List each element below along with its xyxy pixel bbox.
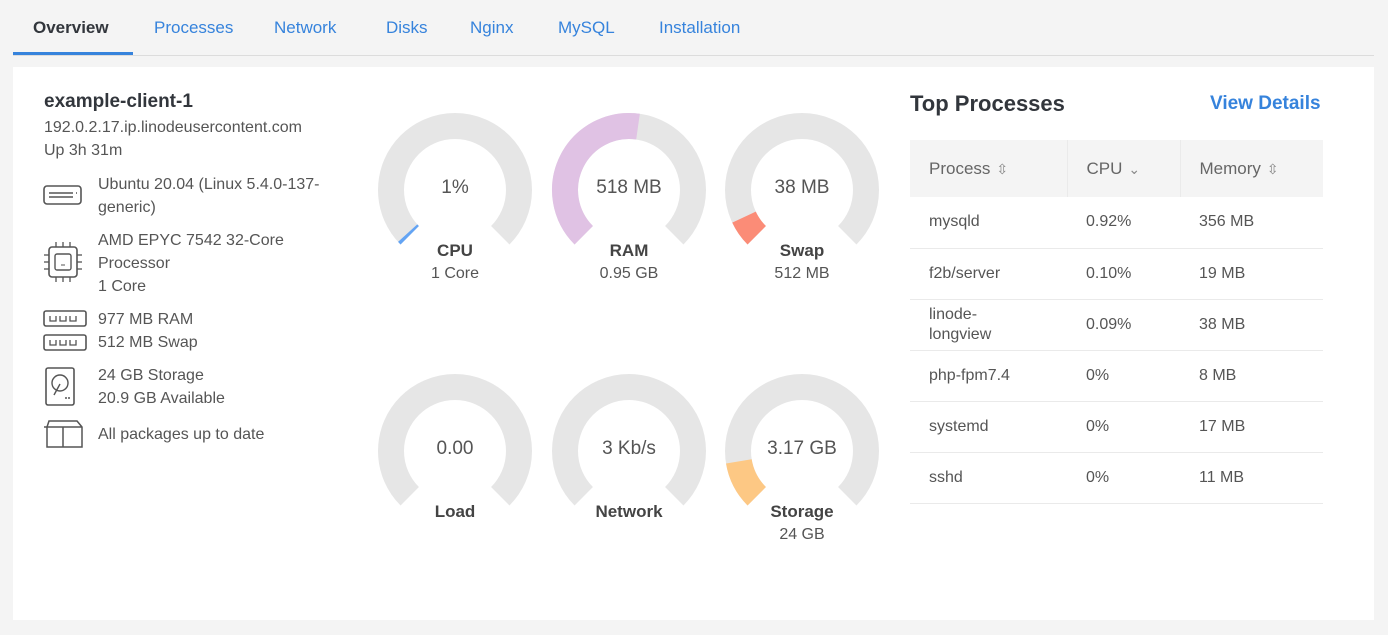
host-uptime: Up 3h 31m (44, 142, 123, 159)
server-icon (43, 185, 82, 205)
network-gauge-label: Network (595, 502, 663, 521)
header-label: Memory (1199, 158, 1261, 178)
process-cpu: 0% (1067, 401, 1180, 453)
process-cpu: 0% (1067, 452, 1180, 504)
tab-processes[interactable]: Processes (154, 18, 234, 37)
storage-info: 24 GB Storage 20.9 GB Available (98, 364, 225, 410)
storage-gauge-sub: 24 GB (779, 526, 825, 543)
cpu-icon (44, 242, 82, 282)
cpu-info: AMD EPYC 7542 32-Core Processor 1 Core (98, 229, 284, 298)
process-memory: 17 MB (1180, 401, 1323, 453)
cpu-gauge-sub: 1 Core (430, 265, 480, 282)
overview-panel: example-client-1 192.0.2.17.ip.linodeuse… (13, 67, 1374, 620)
cpu-line: 1 Core (98, 278, 147, 295)
tab-installation[interactable]: Installation (659, 18, 741, 37)
ram-gauge-value: 518 MB (596, 177, 662, 198)
ram-gauge-sub: 0.95 GB (599, 265, 659, 282)
os-info: Ubuntu 20.04 (Linux 5.4.0-137- generic) (98, 173, 319, 219)
sort-icon: ⇳ (1266, 160, 1279, 177)
gauge-fill (398, 224, 419, 245)
gauge-fill (726, 458, 767, 506)
gauge-track (725, 374, 879, 506)
table-row: sshd 0% 11 MB (910, 452, 1323, 504)
process-memory: 8 MB (1180, 350, 1323, 402)
process-name: sshd (910, 452, 1067, 504)
gauge-track (725, 113, 879, 245)
storage-gauge-value: 3.17 GB (767, 438, 837, 459)
tab-bar: Overview Processes Network Disks Nginx M… (13, 0, 1374, 56)
column-header-memory[interactable]: Memory ⇳ (1180, 140, 1323, 197)
process-name: php-fpm7.4 (910, 350, 1067, 402)
cpu-line: AMD EPYC 7542 32-Core (98, 232, 284, 249)
top-processes-table: Process ⇳ CPU ⌄ Memory ⇳ mysqld 0.92% 356 MB f… (910, 140, 1323, 504)
process-memory: 356 MB (1180, 197, 1323, 249)
cpu-line: Processor (98, 255, 171, 272)
package-icon (44, 420, 83, 448)
os-line: Ubuntu 20.04 (Linux 5.4.0-137- (98, 176, 320, 193)
storage-gauge (725, 374, 879, 506)
swap-info: 512 MB Swap (98, 334, 198, 351)
gauge-fill (732, 211, 767, 245)
swap-gauge-label: Swap (779, 241, 825, 260)
load-gauge-value: 0.00 (436, 438, 474, 459)
storage-icon (45, 367, 75, 406)
load-gauge (378, 374, 532, 506)
storage-line: 20.9 GB Available (98, 390, 225, 407)
table-row: php-fpm7.4 0% 8 MB (910, 350, 1323, 402)
storage-gauge-label: Storage (770, 502, 834, 521)
process-memory: 38 MB (1180, 299, 1323, 351)
process-name: f2b/server (910, 248, 1067, 300)
table-row: linode-longview 0.09% 38 MB (910, 299, 1323, 351)
os-line: generic) (98, 199, 156, 216)
host-name: example-client-1 (44, 91, 193, 112)
tab-nginx[interactable]: Nginx (470, 18, 514, 37)
column-header-cpu[interactable]: CPU ⌄ (1067, 140, 1181, 197)
host-address: 192.0.2.17.ip.linodeusercontent.com (44, 119, 302, 136)
gauge-track (552, 374, 706, 506)
ram-info: 977 MB RAM (98, 311, 194, 328)
sort-descending-icon: ⌄ (1128, 160, 1141, 177)
process-memory: 11 MB (1180, 452, 1323, 504)
network-gauge (552, 374, 706, 506)
sort-icon: ⇳ (996, 160, 1009, 177)
swap-gauge-value: 38 MB (774, 177, 830, 198)
header-label: Process (929, 158, 991, 178)
gauge-fill (552, 113, 640, 245)
tab-mysql[interactable]: MySQL (558, 18, 615, 37)
tab-overview[interactable]: Overview (33, 18, 109, 37)
storage-line: 24 GB Storage (98, 367, 204, 384)
gauge-track (378, 113, 532, 245)
load-gauge-label: Load (434, 502, 476, 521)
cpu-gauge-value: 1% (441, 177, 469, 198)
process-cpu: 0% (1067, 350, 1180, 402)
tab-disks[interactable]: Disks (386, 18, 428, 37)
swap-icon (43, 334, 87, 351)
ram-gauge-label: RAM (609, 241, 649, 260)
process-name: linode-longview (910, 299, 1067, 351)
cpu-gauge-label: CPU (437, 241, 473, 260)
process-name: mysqld (910, 197, 1067, 249)
process-name: systemd (910, 401, 1067, 453)
network-gauge-value: 3 Kb/s (602, 438, 656, 459)
packages-info: All packages up to date (98, 426, 265, 443)
gauge-track (378, 374, 532, 506)
ram-gauge (552, 113, 706, 245)
process-cpu: 0.10% (1067, 248, 1180, 300)
tab-network[interactable]: Network (274, 18, 337, 37)
swap-gauge (725, 113, 879, 245)
header-label: CPU (1086, 158, 1123, 178)
top-processes-title: Top Processes (910, 91, 1065, 116)
swap-gauge-sub: 512 MB (774, 265, 830, 282)
table-row: systemd 0% 17 MB (910, 401, 1323, 453)
column-header-process[interactable]: Process ⇳ (910, 140, 1068, 197)
process-memory: 19 MB (1180, 248, 1323, 300)
process-cpu: 0.92% (1067, 197, 1180, 249)
process-cpu: 0.09% (1067, 299, 1180, 351)
cpu-gauge (378, 113, 532, 245)
view-details-link[interactable]: View Details (1210, 93, 1321, 114)
active-tab-indicator (13, 52, 133, 55)
table-row: f2b/server 0.10% 19 MB (910, 248, 1323, 300)
table-row: mysqld 0.92% 356 MB (910, 197, 1323, 249)
ram-icon (43, 310, 87, 327)
